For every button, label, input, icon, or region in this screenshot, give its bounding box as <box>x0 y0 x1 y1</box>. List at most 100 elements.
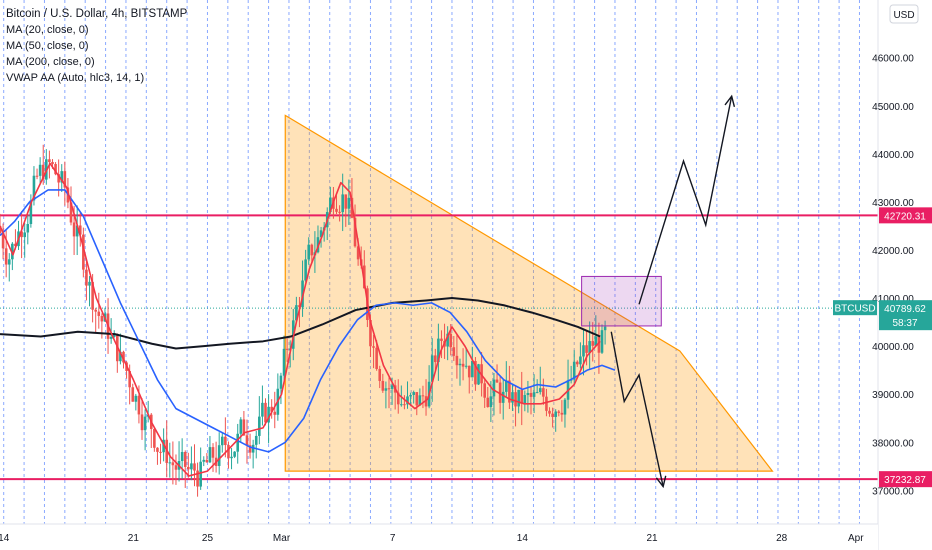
candle-body <box>461 363 465 367</box>
candle-body <box>171 462 175 466</box>
ma20-line <box>0 162 601 477</box>
candle-body <box>180 452 184 461</box>
symbol-tag-bg <box>833 300 877 316</box>
candle-body <box>545 396 548 411</box>
candle-body <box>526 393 530 396</box>
candle-body <box>560 412 564 415</box>
time-axis[interactable]: 14 21 25 Mar 7 14 21 28 Apr <box>0 523 878 550</box>
candle-body <box>122 351 125 363</box>
indicator-ma200[interactable]: MA (200, close, 0) <box>6 56 95 68</box>
candle-body <box>406 396 409 405</box>
candle-body <box>338 211 341 213</box>
candle-body <box>75 225 79 237</box>
candle-body <box>372 346 375 348</box>
bearish-projection-arrow <box>610 331 664 487</box>
candle-body <box>381 380 385 391</box>
candle-body <box>254 435 258 445</box>
time-tick-label: 21 <box>646 533 658 544</box>
bullish-projection-arrow-head <box>724 94 736 107</box>
candle-body <box>455 355 459 366</box>
candle-body <box>403 404 406 406</box>
candle-body <box>418 395 422 406</box>
price-tick-label: 41000.00 <box>872 294 914 305</box>
candle-body <box>440 338 443 341</box>
candle-body <box>239 419 243 434</box>
candle-body <box>236 433 240 452</box>
candle-body <box>307 244 311 260</box>
candle-body <box>356 246 360 260</box>
chart-legend: Bitcoin / U.S. Dollar, 4h, BITSTAMP MA (… <box>6 6 187 86</box>
candle-body <box>412 392 415 395</box>
candle-body <box>72 222 76 237</box>
candle-body <box>211 447 215 458</box>
candle-body <box>35 175 39 177</box>
candle-body <box>467 365 471 378</box>
candle-body <box>48 159 51 163</box>
candle-body <box>187 466 190 470</box>
candle-body <box>433 355 437 363</box>
moving-averages <box>0 162 616 477</box>
candle-body <box>54 164 57 175</box>
indicator-ma20[interactable]: MA (20, close, 0) <box>6 24 89 36</box>
time-tick-label: 14 <box>517 533 529 544</box>
bullish-projection-arrow <box>638 96 733 305</box>
candle-body <box>258 416 261 436</box>
candle-body <box>159 451 162 453</box>
candle-body <box>23 232 26 238</box>
candle-body <box>378 368 382 381</box>
candle-body <box>505 380 508 392</box>
currency-button[interactable]: USD <box>893 10 914 21</box>
candle-body <box>390 385 394 389</box>
candle-body <box>464 365 468 367</box>
candle-body <box>554 411 557 417</box>
symbol-title[interactable]: Bitcoin / U.S. Dollar, 4h, BITSTAMP <box>6 8 188 20</box>
candle-body <box>594 336 598 346</box>
candle-body <box>20 231 23 238</box>
candle-body <box>4 248 8 265</box>
candle-body <box>585 345 588 353</box>
candle-body <box>529 393 533 397</box>
candle-body <box>270 406 273 412</box>
indicator-ma50[interactable]: MA (50, close, 0) <box>6 40 89 52</box>
candle-body <box>341 194 344 213</box>
candle-body <box>319 230 323 238</box>
candle-body <box>310 244 314 256</box>
candle-body <box>128 370 131 388</box>
level-label-bg-0 <box>879 207 932 224</box>
candle-body <box>156 447 159 452</box>
candle-body <box>134 395 138 402</box>
candle-body <box>517 389 520 407</box>
candle-body <box>29 200 33 224</box>
candle-body <box>430 355 434 382</box>
symbol-tag: BTCUSD <box>834 304 875 315</box>
candle-body <box>523 395 527 404</box>
price-axis[interactable]: 37000.00 38000.00 39000.00 40000.00 41000.00… <box>833 0 932 550</box>
level-label-bg-1 <box>879 471 932 488</box>
consolidation-box <box>581 275 662 327</box>
price-tick-label: 40000.00 <box>872 342 914 353</box>
candle-body <box>501 391 505 403</box>
candle-body <box>421 395 425 397</box>
candle-body <box>32 175 36 201</box>
candle-body <box>597 336 601 353</box>
candle-body <box>97 311 101 316</box>
candle-body <box>458 363 462 366</box>
consolidation-rect <box>581 275 662 327</box>
candle-body <box>495 379 499 383</box>
price-tick-label: 43000.00 <box>872 198 914 209</box>
time-tick-label: 25 <box>202 533 214 544</box>
candle-body <box>492 379 496 397</box>
candle-body <box>384 388 388 391</box>
indicator-vwap[interactable]: VWAP AA (Auto, hlc3, 14, 1) <box>6 72 145 84</box>
candle-body <box>548 410 551 414</box>
projection-arrows <box>610 94 736 489</box>
time-tick-label: 14 <box>0 533 10 544</box>
candle-body <box>227 445 230 459</box>
candle-body <box>600 330 604 353</box>
candle-body <box>538 388 542 393</box>
candle-body <box>396 392 400 405</box>
candle-body <box>109 336 113 339</box>
candle-body <box>51 162 54 165</box>
